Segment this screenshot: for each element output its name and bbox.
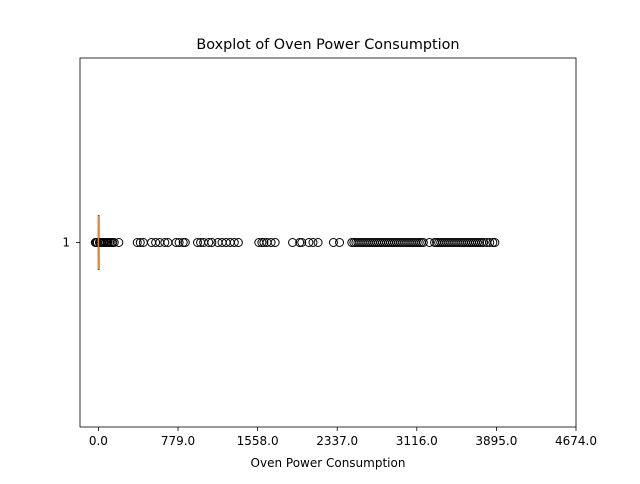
x-tick-label: 3116.0 [396, 434, 438, 448]
x-tick-label: 0.0 [89, 434, 108, 448]
outlier-point [204, 238, 214, 247]
outlier-point [490, 238, 500, 247]
outlier-point [335, 238, 345, 247]
y-axis-ticks: 1 [62, 236, 80, 250]
axes-frame [79, 57, 577, 428]
x-tick-label: 779.0 [161, 434, 195, 448]
outlier-point [424, 238, 434, 247]
outlier-point [174, 238, 184, 247]
outlier-point [132, 238, 142, 247]
outlier-point [259, 238, 269, 247]
outlier-point [328, 238, 338, 247]
x-tick-label: 1558.0 [237, 434, 279, 448]
x-tick-label: 2337.0 [316, 434, 358, 448]
outlier-point [109, 238, 119, 247]
y-tick-label: 1 [62, 236, 70, 250]
outlier-point [114, 238, 124, 247]
outlier-point [418, 238, 428, 247]
outlier-point [171, 238, 181, 247]
chart-title: Boxplot of Oven Power Consumption [196, 37, 459, 53]
outlier-point [313, 238, 323, 247]
outlier-point [308, 238, 318, 247]
outlier-point [193, 238, 203, 247]
outlier-point [485, 238, 495, 247]
outlier-point [304, 238, 314, 247]
outlier-point [151, 238, 161, 247]
outlier-point [233, 238, 243, 247]
outlier-point [266, 238, 276, 247]
outlier-point [479, 238, 489, 247]
x-tick-label: 3895.0 [475, 434, 517, 448]
outlier-point [135, 238, 145, 247]
outlier-point [270, 238, 280, 247]
outlier-point [160, 238, 170, 247]
outlier-point [229, 238, 239, 247]
outlier-group [90, 238, 500, 247]
x-axis-label: Oven Power Consumption [251, 456, 406, 470]
outlier-point [288, 238, 298, 247]
outlier-point [297, 238, 307, 247]
outlier-point [180, 238, 190, 247]
x-tick-label: 4674.0 [555, 434, 597, 448]
box-group [97, 215, 100, 270]
outlier-point [207, 238, 217, 247]
x-axis-ticks: 0.0 779.0 1558.0 2337.0 3116.0 3895.0 4674.0 [89, 427, 597, 448]
